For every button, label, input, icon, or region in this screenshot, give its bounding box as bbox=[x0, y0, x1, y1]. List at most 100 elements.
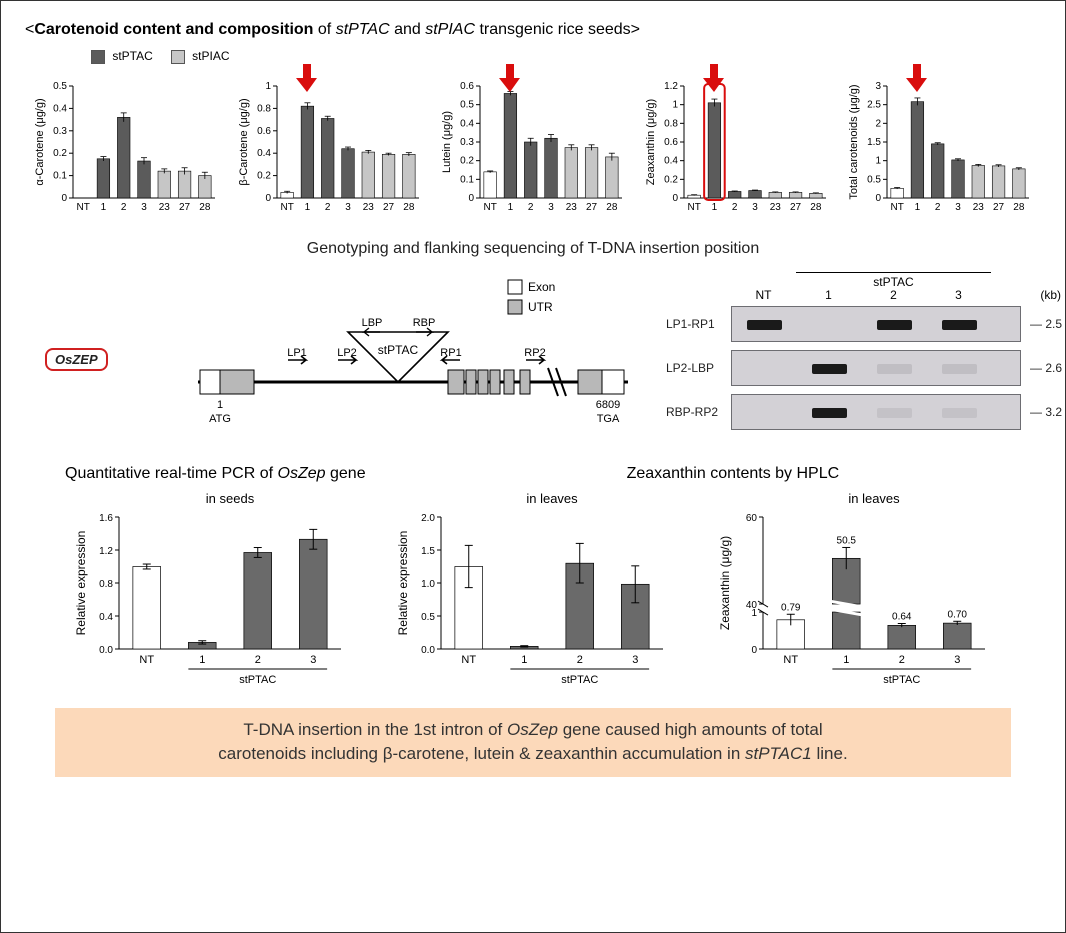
gene-diagram-svg: LP1LP2RP1RP2stPTACLBPRBP1ATG6809TGAExonU… bbox=[108, 272, 668, 442]
bottom-chart-0: in seedsRelative expression0.00.40.81.21… bbox=[71, 489, 351, 689]
svg-text:2: 2 bbox=[121, 202, 127, 213]
svg-text:3: 3 bbox=[875, 81, 881, 92]
svg-text:β-Carotene (μg/g): β-Carotene (μg/g) bbox=[238, 98, 250, 185]
svg-text:1: 1 bbox=[101, 202, 107, 213]
bottom-chart-2: in leavesZeaxanthin (μg/g)4060010.79NT50… bbox=[715, 489, 995, 694]
svg-text:RBP: RBP bbox=[412, 317, 435, 329]
svg-text:0.8: 0.8 bbox=[99, 579, 113, 590]
gel-row-label: LP1-RP1 bbox=[666, 317, 715, 331]
gel-kb-label: — 3.2 bbox=[1030, 405, 1062, 419]
legend-swatch-light bbox=[171, 50, 185, 64]
svg-text:1: 1 bbox=[521, 654, 527, 666]
title-open: < bbox=[25, 21, 34, 38]
svg-text:1: 1 bbox=[304, 202, 310, 213]
svg-text:1.2: 1.2 bbox=[99, 546, 113, 557]
svg-text:0.0: 0.0 bbox=[99, 645, 113, 656]
svg-text:in leaves: in leaves bbox=[848, 491, 900, 506]
mini-chart-0: 00.10.20.30.40.5α-Carotene (μg/g)NT12323… bbox=[31, 70, 221, 220]
svg-text:RP2: RP2 bbox=[524, 347, 545, 359]
gene-name-label: OsZEP bbox=[45, 348, 108, 371]
figure-root: <Carotenoid content and composition of s… bbox=[0, 0, 1066, 933]
svg-text:23: 23 bbox=[362, 202, 374, 213]
svg-text:NT: NT bbox=[687, 202, 700, 213]
svg-text:60: 60 bbox=[746, 513, 758, 524]
svg-text:0.5: 0.5 bbox=[421, 612, 435, 623]
svg-text:0.4: 0.4 bbox=[664, 155, 678, 166]
mini-chart-0: 00.10.20.30.40.5α-Carotene (μg/g)NT12323… bbox=[31, 70, 221, 220]
svg-text:3: 3 bbox=[310, 654, 316, 666]
svg-text:Lutein (μg/g): Lutein (μg/g) bbox=[441, 111, 453, 173]
svg-text:Zeaxanthin (μg/g): Zeaxanthin (μg/g) bbox=[718, 536, 732, 630]
svg-text:0.3: 0.3 bbox=[53, 126, 67, 137]
svg-text:1: 1 bbox=[217, 399, 223, 411]
svg-text:2: 2 bbox=[528, 202, 534, 213]
svg-text:1: 1 bbox=[199, 654, 205, 666]
conclusion-1-post: gene caused high amounts of total bbox=[558, 720, 823, 739]
svg-text:28: 28 bbox=[199, 202, 211, 213]
svg-text:stPTAC: stPTAC bbox=[239, 674, 276, 686]
bottom-charts-row: in seedsRelative expression0.00.40.81.21… bbox=[55, 489, 1011, 694]
svg-text:0.0: 0.0 bbox=[421, 645, 435, 656]
bottom-chart-1: in leavesRelative expression0.00.51.01.5… bbox=[393, 489, 673, 694]
svg-text:0.8: 0.8 bbox=[664, 118, 678, 129]
legend-swatch-dark bbox=[91, 50, 105, 64]
gel-row-0: LP1-RP1— 2.5 bbox=[731, 306, 1021, 342]
svg-text:ATG: ATG bbox=[209, 413, 231, 425]
svg-text:NT: NT bbox=[890, 202, 903, 213]
svg-text:Relative expression: Relative expression bbox=[396, 530, 410, 635]
svg-text:27: 27 bbox=[790, 202, 802, 213]
legend-item-stptac: stPTAC bbox=[91, 49, 153, 64]
svg-text:Exon: Exon bbox=[528, 280, 555, 294]
legend-label-0: stPTAC bbox=[112, 49, 152, 63]
svg-text:Relative expression: Relative expression bbox=[74, 530, 88, 635]
svg-text:α-Carotene (μg/g): α-Carotene (μg/g) bbox=[34, 98, 46, 185]
svg-text:0.5: 0.5 bbox=[53, 81, 67, 92]
svg-text:2: 2 bbox=[255, 654, 261, 666]
svg-text:0.4: 0.4 bbox=[257, 148, 271, 159]
heading-qpcr: Quantitative real-time PCR of OsZep gene bbox=[65, 465, 627, 483]
svg-text:3: 3 bbox=[954, 654, 960, 666]
svg-text:NT: NT bbox=[461, 654, 476, 666]
legend-item-stpiac: stPIAC bbox=[171, 49, 230, 64]
heading-qpcr-ital: OsZep bbox=[278, 465, 326, 482]
svg-text:2.5: 2.5 bbox=[867, 99, 881, 110]
svg-text:RP1: RP1 bbox=[440, 347, 461, 359]
svg-text:0: 0 bbox=[875, 193, 881, 204]
svg-text:28: 28 bbox=[1013, 202, 1025, 213]
svg-text:0.6: 0.6 bbox=[664, 137, 678, 148]
svg-text:0.64: 0.64 bbox=[892, 611, 912, 622]
svg-text:3: 3 bbox=[955, 202, 961, 213]
svg-text:0.4: 0.4 bbox=[99, 612, 113, 623]
svg-text:1: 1 bbox=[672, 99, 678, 110]
svg-text:1: 1 bbox=[915, 202, 921, 213]
svg-text:2: 2 bbox=[577, 654, 583, 666]
svg-text:0.1: 0.1 bbox=[460, 174, 474, 185]
svg-text:Total carotenoids (μg/g): Total carotenoids (μg/g) bbox=[848, 84, 860, 199]
title-ital1: stPTAC bbox=[336, 21, 390, 38]
svg-text:1: 1 bbox=[265, 81, 271, 92]
svg-text:27: 27 bbox=[993, 202, 1005, 213]
mini-chart-2: 00.10.20.30.40.50.6Lutein (μg/g)NT123232… bbox=[438, 70, 628, 220]
mini-chart-3: 00.20.40.60.811.2Zeaxanthin (μg/g)NT1232… bbox=[642, 70, 832, 220]
svg-text:in leaves: in leaves bbox=[526, 491, 578, 506]
mini-chart-4: 00.511.522.53Total carotenoids (μg/g)NT1… bbox=[845, 70, 1035, 220]
bottom-chart-1: in leavesRelative expression0.00.51.01.5… bbox=[393, 489, 673, 689]
svg-text:0: 0 bbox=[61, 193, 67, 204]
bottom-headings: Quantitative real-time PCR of OsZep gene… bbox=[65, 465, 1001, 483]
gel-kb-label: — 2.5 bbox=[1030, 317, 1062, 331]
figure-title: <Carotenoid content and composition of s… bbox=[25, 21, 1041, 39]
title-bold: Carotenoid content and composition bbox=[34, 21, 313, 38]
svg-text:0.70: 0.70 bbox=[948, 609, 968, 620]
red-arrow-icon bbox=[499, 64, 521, 94]
svg-text:3: 3 bbox=[752, 202, 758, 213]
gel-kb-label: — 2.6 bbox=[1030, 361, 1062, 375]
svg-text:NT: NT bbox=[139, 654, 154, 666]
svg-text:1: 1 bbox=[751, 608, 757, 619]
conclusion-1-ital: OsZep bbox=[507, 720, 558, 739]
svg-text:0.2: 0.2 bbox=[257, 170, 271, 181]
gel-block: stPTACNT123(kb)LP1-RP1— 2.5LP2-LBP— 2.6R… bbox=[661, 272, 1021, 438]
mini-chart-1: 00.20.40.60.81β-Carotene (μg/g)NT1232327… bbox=[235, 70, 425, 220]
red-arrow-icon bbox=[296, 64, 318, 94]
svg-text:0: 0 bbox=[751, 645, 757, 656]
svg-text:LBP: LBP bbox=[361, 317, 382, 329]
